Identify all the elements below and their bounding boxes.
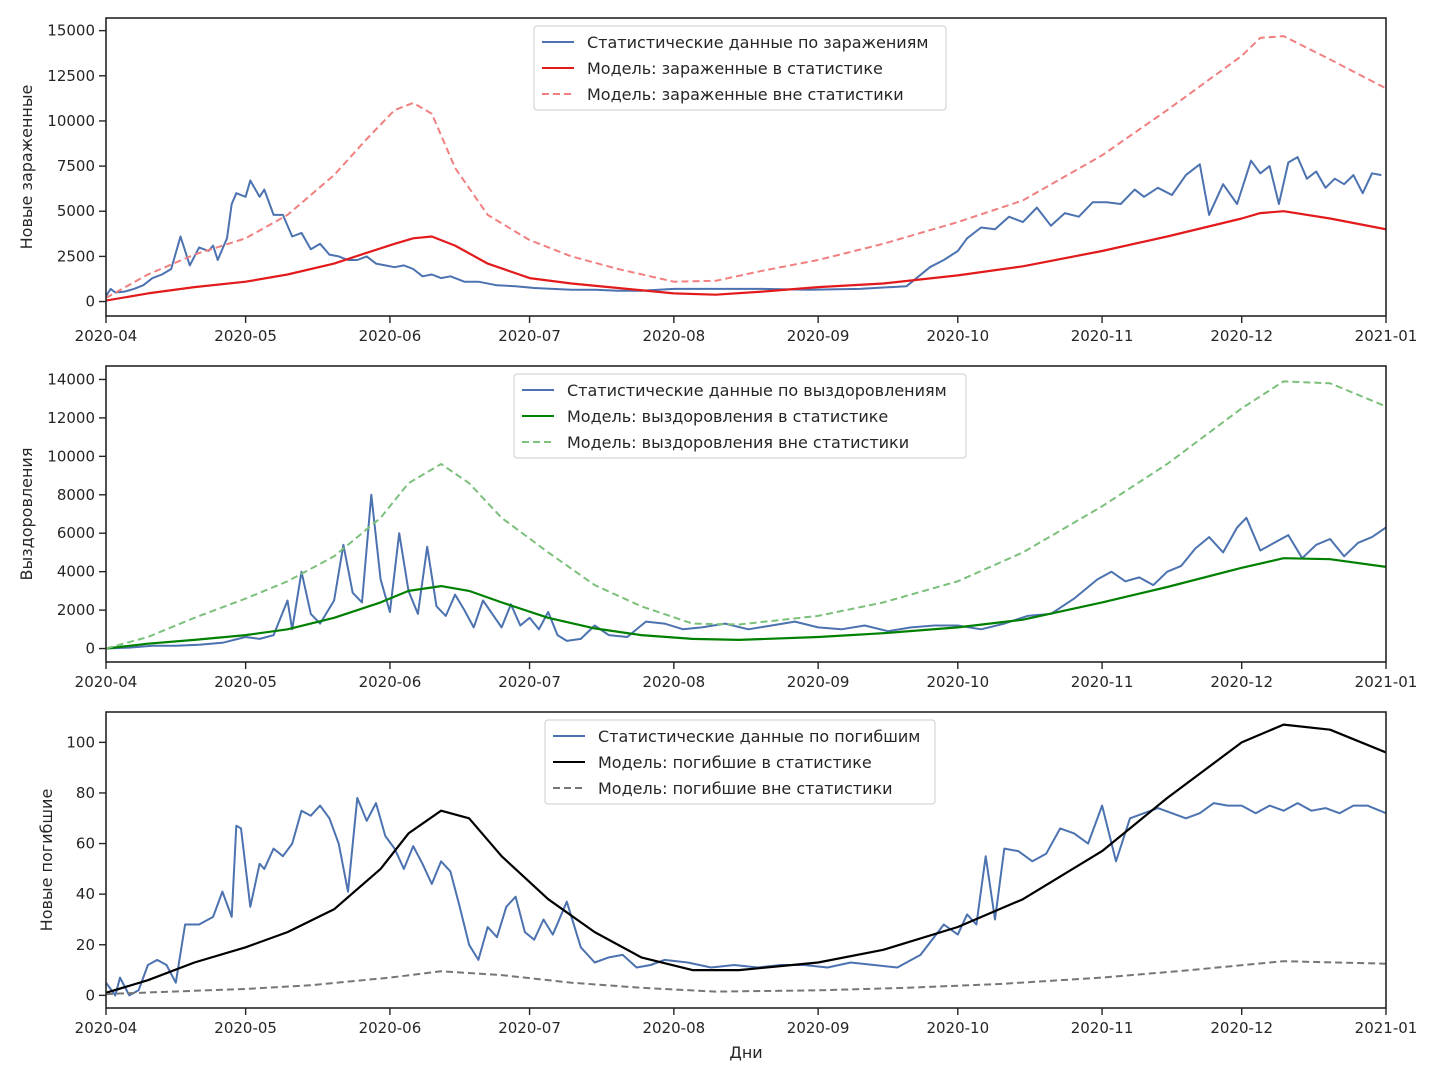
y-tick-label: 4000	[57, 563, 95, 581]
x-tick-label: 2020-10	[926, 1019, 989, 1037]
x-tick-label: 2020-11	[1071, 673, 1134, 691]
x-tick-label: 2020-09	[787, 327, 850, 345]
y-tick-label: 0	[85, 986, 95, 1004]
x-tick-label: 2020-12	[1210, 1019, 1273, 1037]
x-tick-label: 2021-01	[1355, 1019, 1418, 1037]
y-tick-label: 10000	[47, 112, 95, 130]
x-tick-label: 2020-09	[787, 673, 850, 691]
legend-label: Статистические данные по заражениям	[587, 33, 928, 52]
y-axis-title: Новые погибшие	[37, 789, 56, 932]
y-tick-label: 80	[76, 784, 95, 802]
legend-label: Модель: выздоровления в статистике	[567, 407, 888, 426]
x-tick-label: 2020-09	[787, 1019, 850, 1037]
x-tick-label: 2020-05	[214, 327, 277, 345]
x-tick-label: 2021-01	[1355, 673, 1418, 691]
y-tick-label: 6000	[57, 524, 95, 542]
y-tick-label: 7500	[57, 157, 95, 175]
series-line-1	[106, 797, 1386, 997]
series-group	[106, 380, 1386, 650]
legend-label: Модель: зараженные вне статистики	[587, 85, 904, 104]
y-tick-label: 0	[85, 293, 95, 311]
x-tick-label: 2020-05	[214, 1019, 277, 1037]
y-tick-label: 12500	[47, 67, 95, 85]
y-tick-label: 40	[76, 885, 95, 903]
legend-box	[544, 719, 936, 805]
x-tick-label: 2021-01	[1355, 327, 1418, 345]
chart-panel-3: 0 20 40 60 80 100 2020-04 2020-05 2020-06 2020-07…	[37, 711, 1418, 1062]
x-tick-label: 2020-06	[359, 673, 422, 691]
legend: Статистические данные по заражениям Модел…	[533, 25, 947, 111]
legend-label: Модель: зараженные в статистике	[587, 59, 883, 78]
y-axis-title: Новые зараженные	[17, 85, 36, 250]
series-line-3	[106, 35, 1386, 299]
x-tick-label: 2020-07	[498, 1019, 561, 1037]
x-tick-label: 2020-12	[1210, 673, 1273, 691]
x-tick-label: 2020-11	[1071, 327, 1134, 345]
legend-box	[533, 25, 947, 111]
x-tick-label: 2020-07	[498, 673, 561, 691]
series-line-2	[106, 557, 1386, 650]
x-tick-label: 2020-04	[75, 1019, 138, 1037]
y-tick-label: 8000	[57, 486, 95, 504]
x-tick-label: 2020-08	[643, 327, 706, 345]
series-line-3	[106, 960, 1386, 996]
y-tick-label: 20	[76, 936, 95, 954]
y-tick-label: 5000	[57, 202, 95, 220]
x-tick-label: 2020-05	[214, 673, 277, 691]
y-tick-label: 100	[66, 733, 95, 751]
legend: Статистические данные по выздоровлениям М…	[513, 373, 967, 459]
series-line-2	[106, 210, 1386, 302]
x-tick-label: 2020-11	[1071, 1019, 1134, 1037]
x-tick-label: 2020-08	[643, 673, 706, 691]
x-tick-label: 2020-06	[359, 327, 422, 345]
legend-box	[513, 373, 967, 459]
x-axis-title: Дни	[729, 1043, 762, 1062]
plot-frame	[105, 365, 1387, 663]
y-tick-label: 60	[76, 835, 95, 853]
y-axis-title: Выздоровления	[17, 448, 36, 581]
series-group	[106, 35, 1386, 302]
chart-panel-1: 0 2500 5000 7500 10000 12500 15000 2020-04 2020-…	[17, 17, 1418, 345]
x-tick-label: 2020-06	[359, 1019, 422, 1037]
y-tick-label: 15000	[47, 22, 95, 40]
y-tick-label: 14000	[47, 370, 95, 388]
y-tick-label: 2000	[57, 601, 95, 619]
x-tick-label: 2020-10	[926, 327, 989, 345]
legend: Статистические данные по погибшим Модель:…	[544, 719, 936, 805]
y-tick-label: 2500	[57, 247, 95, 265]
series-line-3	[106, 380, 1386, 650]
legend-label: Модель: выздоровления вне статистики	[567, 433, 909, 452]
legend-label: Модель: погибшие вне статистики	[598, 779, 893, 798]
legend-label: Статистические данные по погибшим	[598, 727, 920, 746]
plot-frame	[105, 17, 1387, 317]
y-tick-label: 12000	[47, 409, 95, 427]
series-group	[106, 723, 1386, 997]
legend-label: Статистические данные по выздоровлениям	[567, 381, 947, 400]
x-tick-label: 2020-10	[926, 673, 989, 691]
x-tick-label: 2020-04	[75, 327, 138, 345]
legend-label: Модель: погибшие в статистике	[598, 753, 872, 772]
x-tick-label: 2020-08	[643, 1019, 706, 1037]
x-tick-label: 2020-07	[498, 327, 561, 345]
y-tick-label: 10000	[47, 447, 95, 465]
x-tick-label: 2020-04	[75, 673, 138, 691]
series-line-2	[106, 723, 1386, 994]
plot-frame	[105, 711, 1387, 1009]
series-line-1	[106, 156, 1382, 297]
x-tick-label: 2020-12	[1210, 327, 1273, 345]
y-tick-label: 0	[85, 640, 95, 658]
chart-panel-2: 0 2000 4000 6000 8000 10000 12000 14000 2020-04 2…	[17, 365, 1418, 691]
series-line-1	[106, 493, 1386, 650]
